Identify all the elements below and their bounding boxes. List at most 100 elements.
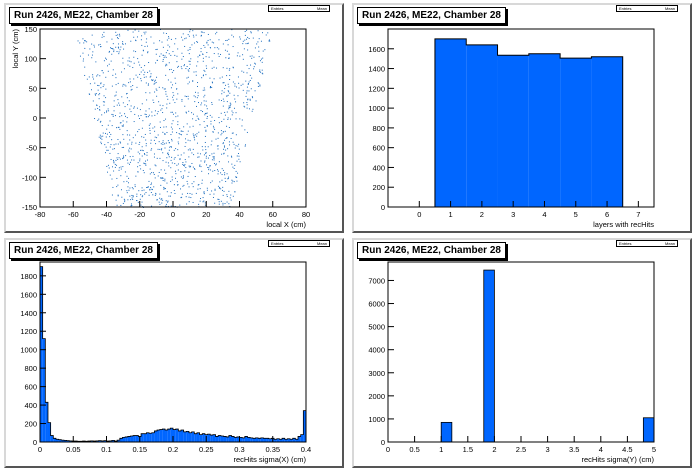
scatter-point	[213, 162, 215, 164]
scatter-point	[105, 76, 107, 78]
scatter-point	[155, 88, 157, 90]
scatter-point	[258, 83, 260, 85]
scatter-point	[178, 133, 180, 135]
x-tick-label: -40	[101, 210, 112, 219]
scatter-point	[204, 135, 206, 137]
scatter-point	[231, 114, 233, 116]
scatter-point	[167, 152, 169, 154]
x-tick-label: 4.5	[622, 445, 632, 454]
scatter-point	[141, 136, 143, 138]
scatter-point	[191, 112, 193, 114]
scatter-point	[177, 121, 179, 123]
scatter-point	[212, 170, 214, 172]
scatter-point	[145, 92, 147, 94]
scatter-point	[112, 69, 114, 71]
scatter-point	[253, 68, 255, 70]
scatter-point	[151, 189, 153, 191]
scatter-point	[180, 176, 182, 178]
scatter-point	[235, 176, 237, 178]
scatter-point	[211, 153, 213, 155]
scatter-point	[167, 154, 169, 156]
histogram-bar	[295, 439, 299, 442]
scatter-point	[230, 199, 232, 201]
scatter-point	[193, 42, 195, 44]
scatter-point	[264, 49, 266, 51]
scatter-point	[129, 134, 131, 136]
scatter-point	[233, 167, 235, 169]
scatter-point	[87, 54, 89, 56]
scatter-point	[88, 76, 90, 78]
scatter-point	[185, 112, 187, 114]
scatter-point	[181, 52, 183, 54]
scatter-point	[192, 34, 194, 36]
scatter-point	[167, 200, 169, 202]
histogram-bar	[178, 430, 181, 442]
scatter-point	[131, 159, 133, 161]
scatter-point	[103, 31, 105, 33]
scatter-point	[193, 168, 195, 170]
scatter-point	[113, 148, 115, 150]
scatter-point	[199, 55, 201, 57]
scatter-point	[114, 115, 116, 117]
scatter-point	[246, 72, 248, 74]
scatter-point	[94, 108, 96, 110]
scatter-point	[213, 156, 215, 158]
scatter-point	[228, 106, 230, 108]
scatter-point	[211, 81, 213, 83]
scatter-point	[259, 84, 261, 86]
histogram-bar	[252, 438, 256, 442]
scatter-point	[197, 188, 199, 190]
scatter-point	[163, 88, 165, 90]
scatter-point	[133, 159, 135, 161]
histogram-outline	[39, 266, 307, 442]
scatter-point	[180, 171, 182, 173]
scatter-point	[204, 114, 206, 116]
scatter-point	[160, 143, 162, 145]
scatter-point	[128, 82, 130, 84]
scatter-point	[141, 201, 143, 203]
scatter-point	[127, 182, 129, 184]
scatter-point	[112, 43, 114, 45]
scatter-point	[212, 156, 214, 158]
scatter-point	[149, 130, 151, 132]
scatter-point	[119, 35, 121, 37]
y-tick-label: 200	[372, 183, 385, 192]
scatter-point	[161, 177, 163, 179]
scatter-point	[114, 95, 116, 97]
scatter-point	[105, 136, 107, 138]
histogram-bar	[284, 439, 288, 442]
scatter-point	[159, 55, 161, 57]
scatter-point	[135, 51, 137, 53]
scatter-point	[129, 81, 131, 83]
scatter-point	[158, 101, 160, 103]
scatter-point	[228, 203, 230, 205]
scatter-point	[122, 134, 124, 136]
scatter-point	[116, 177, 118, 179]
scatter-point	[204, 112, 206, 114]
scatter-point	[151, 205, 153, 207]
scatter-point	[99, 134, 101, 136]
scatter-point	[185, 138, 187, 140]
scatter-point	[106, 133, 108, 135]
scatter-point	[98, 94, 100, 96]
y-tick-label: 150	[24, 25, 37, 34]
scatter-point	[124, 199, 126, 201]
y-tick-label: 1000	[368, 415, 385, 424]
scatter-point	[122, 125, 124, 127]
scatter-point	[187, 49, 189, 51]
scatter-point	[163, 57, 165, 59]
scatter-point	[209, 87, 211, 89]
scatter-point	[142, 150, 144, 152]
scatter-point	[136, 86, 138, 88]
scatter-point	[218, 187, 220, 189]
scatter-point	[181, 36, 183, 38]
scatter-point	[107, 65, 109, 67]
scatter-point	[210, 120, 212, 122]
scatter-point	[108, 110, 110, 112]
scatter-point	[129, 163, 131, 165]
scatter-point	[229, 106, 231, 108]
x-axis-label: recHits sigma(Y) (cm)	[582, 455, 655, 464]
scatter-point	[221, 93, 223, 95]
scatter-point	[189, 31, 191, 33]
scatter-point	[115, 143, 117, 145]
